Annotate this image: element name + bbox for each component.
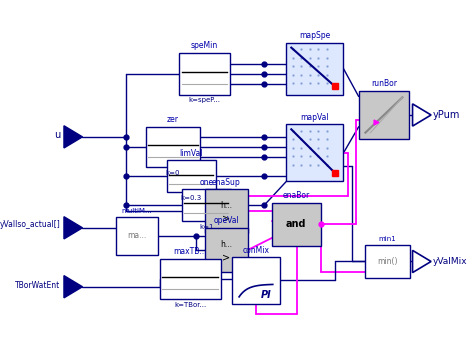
Bar (146, 127, 200, 167)
Bar (179, 53, 230, 95)
Text: k=TBor...: k=TBor... (174, 302, 206, 308)
Bar (359, 91, 409, 139)
Text: enaSup: enaSup (212, 178, 241, 187)
Text: yPum: yPum (433, 110, 460, 120)
Polygon shape (64, 126, 83, 148)
Bar (167, 160, 215, 193)
Polygon shape (412, 104, 431, 126)
Polygon shape (64, 217, 83, 239)
Text: yValMix: yValMix (433, 257, 467, 266)
Text: limVal: limVal (179, 149, 203, 158)
Bar (205, 228, 248, 272)
Text: k=0.3: k=0.3 (180, 195, 202, 201)
Text: >: > (222, 253, 231, 263)
Text: yValIso_actual[]: yValIso_actual[] (0, 220, 61, 229)
Text: TBorWatEnt: TBorWatEnt (15, 281, 61, 289)
Text: k=0: k=0 (166, 170, 180, 176)
Bar (272, 203, 321, 246)
Polygon shape (412, 251, 431, 273)
Text: and: and (286, 219, 307, 229)
Bar (160, 259, 220, 299)
Text: u: u (54, 130, 61, 140)
Text: runBor: runBor (371, 79, 397, 88)
Bar (205, 189, 248, 233)
Bar (365, 245, 410, 278)
Text: zer: zer (167, 115, 179, 124)
Text: multiM...: multiM... (122, 208, 153, 214)
Text: k=1: k=1 (199, 223, 213, 230)
Text: mapSpe: mapSpe (299, 31, 331, 40)
Text: conMix: conMix (242, 246, 269, 255)
Text: h...: h... (220, 240, 233, 249)
Bar (233, 257, 280, 304)
Bar (286, 124, 344, 181)
Bar (182, 189, 231, 221)
Text: speMin: speMin (191, 41, 218, 50)
Text: min1: min1 (378, 236, 396, 242)
Text: enaBor: enaBor (283, 191, 310, 200)
Text: one: one (199, 178, 213, 187)
Text: maxTB...: maxTB... (174, 247, 207, 256)
Text: PI: PI (261, 290, 272, 300)
Bar (286, 43, 344, 95)
Text: min(): min() (377, 257, 397, 266)
Text: k=speP...: k=speP... (189, 97, 220, 103)
Text: opeVal: opeVal (213, 216, 240, 225)
Text: >: > (222, 214, 231, 224)
Text: mapVal: mapVal (301, 113, 329, 122)
Text: h...: h... (220, 201, 233, 210)
Polygon shape (64, 276, 83, 298)
Bar (116, 217, 158, 255)
Text: ma...: ma... (127, 231, 147, 240)
